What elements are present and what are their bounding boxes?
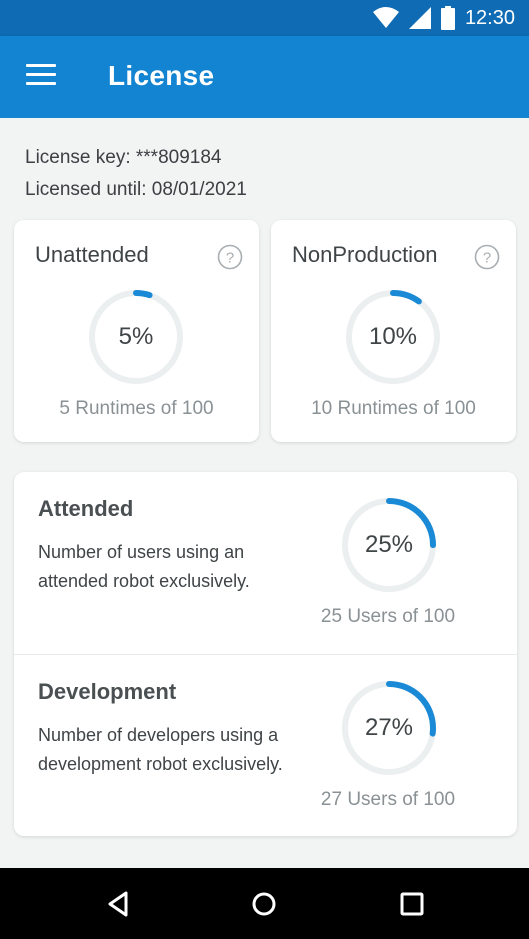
status-time: 12:30 bbox=[464, 6, 515, 29]
section-development: Development Number of developers using a… bbox=[14, 655, 517, 837]
license-info: License key: ***809184 Licensed until: 0… bbox=[25, 142, 247, 206]
usage-gauge: 5% bbox=[87, 288, 185, 386]
section-caption: 25 Users of 100 bbox=[320, 606, 456, 627]
usage-gauge: 25% bbox=[340, 496, 438, 594]
back-icon[interactable] bbox=[102, 888, 134, 920]
section-title: Attended bbox=[38, 496, 134, 521]
license-key: License key: ***809184 bbox=[25, 147, 222, 168]
gauge-percent: 5% bbox=[118, 323, 154, 350]
home-icon[interactable] bbox=[248, 888, 280, 920]
section-caption: 27 Users of 100 bbox=[320, 789, 456, 810]
usage-gauge: 27% bbox=[340, 679, 438, 777]
card-caption: 10 Runtimes of 100 bbox=[311, 398, 476, 419]
card-title: Unattended bbox=[35, 242, 149, 267]
help-icon[interactable]: ? bbox=[474, 244, 500, 270]
divider bbox=[14, 654, 517, 655]
page-title: License bbox=[108, 60, 215, 91]
section-attended: Attended Number of users using an attend… bbox=[14, 472, 517, 654]
recents-icon[interactable] bbox=[396, 888, 428, 920]
usage-gauge: 10% bbox=[344, 288, 442, 386]
card-nonproduction: NonProduction ? 10% 10 Runtimes of 100 bbox=[271, 220, 516, 442]
license-content[interactable]: License key: ***809184 Licensed until: 0… bbox=[0, 118, 529, 868]
section-title: Development bbox=[38, 679, 177, 704]
hamburger-menu-icon[interactable] bbox=[26, 64, 56, 88]
section-description: Number of developers using a development… bbox=[38, 725, 283, 774]
licensed-until: Licensed until: 08/01/2021 bbox=[25, 179, 247, 200]
svg-text:?: ? bbox=[483, 250, 491, 267]
app-bar: License bbox=[0, 36, 529, 118]
card-user-licenses: Attended Number of users using an attend… bbox=[14, 472, 517, 836]
battery-icon bbox=[440, 6, 455, 30]
card-unattended: Unattended ? 5% 5 Runtimes of 100 bbox=[14, 220, 259, 442]
gauge-percent: 10% bbox=[368, 323, 418, 350]
help-icon[interactable]: ? bbox=[217, 244, 243, 270]
signal-icon bbox=[408, 7, 431, 29]
card-caption: 5 Runtimes of 100 bbox=[59, 398, 214, 419]
status-bar: 12:30 bbox=[0, 0, 529, 36]
gauge-percent: 27% bbox=[364, 714, 414, 741]
status-icons: 12:30 bbox=[372, 6, 515, 30]
navigation-bar bbox=[0, 868, 529, 939]
wifi-icon bbox=[372, 7, 399, 28]
svg-text:?: ? bbox=[226, 250, 234, 267]
section-description: Number of users using an attended robot … bbox=[38, 542, 250, 591]
card-title: NonProduction bbox=[292, 242, 438, 267]
gauge-percent: 25% bbox=[364, 531, 414, 558]
